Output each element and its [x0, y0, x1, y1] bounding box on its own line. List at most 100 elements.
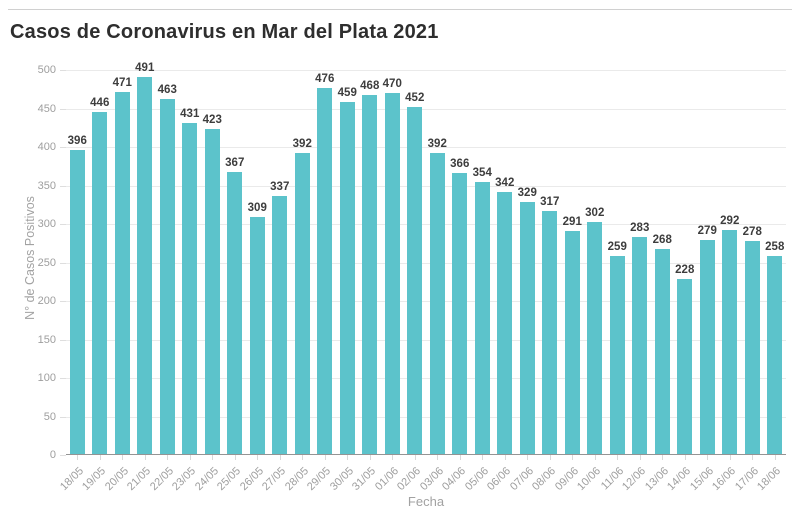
x-tick-label: 31/05: [350, 465, 379, 493]
x-tick-label: 19/05: [80, 465, 109, 493]
bar-value-label: 337: [270, 180, 290, 193]
x-tick-label: 30/05: [327, 465, 356, 493]
x-tick-label: 16/06: [710, 465, 739, 493]
bar-value-label: 354: [472, 167, 492, 180]
x-tick-mark: [144, 455, 146, 460]
bar-value-label: 446: [90, 96, 110, 109]
y-tick-mark: [60, 416, 66, 418]
x-tick-mark: [752, 455, 754, 460]
x-axis-line: [66, 454, 786, 455]
x-tick-label: 09/06: [552, 465, 581, 493]
y-tick-label: 250: [37, 256, 56, 269]
x-tick-label: 22/05: [147, 465, 176, 493]
bar: [339, 101, 355, 455]
bar-value-label: 392: [292, 138, 312, 151]
x-tick-mark: [234, 455, 236, 460]
x-tick-mark: [639, 455, 641, 460]
y-axis-ticks: 0 50 100 150 200 250 300 350 400 450 500: [0, 64, 66, 461]
x-tick-mark: [527, 455, 529, 460]
y-tick-mark: [60, 224, 66, 225]
y-tick-mark: [60, 455, 66, 456]
plot-area: 396 446 471 491 463 431 423 367 309 337 392 476 459 4…: [66, 62, 786, 460]
x-tick-mark: [167, 455, 169, 460]
x-tick-label: 07/06: [507, 465, 536, 493]
x-tick-label: 25/05: [215, 465, 244, 493]
gridline: [66, 108, 786, 110]
x-axis-title: Fecha: [407, 494, 445, 509]
gridline: [66, 416, 786, 418]
x-tick-mark: [594, 455, 596, 460]
x-tick-label: 05/06: [462, 465, 491, 493]
gridline: [66, 262, 786, 264]
gridline: [66, 224, 786, 225]
bar-value-label: 366: [450, 158, 470, 171]
x-tick-label: 21/05: [125, 465, 154, 493]
x-tick-label: 17/06: [732, 465, 761, 493]
bar: [519, 201, 535, 455]
gridline: [66, 339, 786, 341]
bar-value-label: 317: [540, 195, 560, 208]
x-tick-label: 18/06: [755, 465, 784, 493]
x-tick-label: 26/05: [237, 465, 266, 493]
x-tick-mark: [414, 455, 416, 460]
x-tick-label: 29/05: [305, 465, 334, 493]
bar-value-label: 283: [630, 222, 650, 235]
bar-value-label: 392: [427, 138, 447, 151]
x-tick-mark: [279, 455, 281, 460]
x-tick-mark: [729, 455, 731, 460]
x-tick-mark: [369, 455, 371, 460]
bar: [204, 129, 220, 455]
x-tick-label: 24/05: [192, 465, 221, 493]
x-tick-mark: [77, 455, 79, 460]
bar: [654, 248, 670, 455]
x-tick-label: 23/05: [170, 465, 199, 493]
bar: [452, 173, 468, 455]
bar: [587, 222, 603, 455]
bar: [429, 153, 445, 455]
x-tick-mark: [347, 455, 349, 460]
x-tick-label: 27/05: [260, 465, 289, 493]
x-tick-mark: [459, 455, 461, 460]
y-tick-mark: [60, 378, 66, 379]
bar: [272, 195, 288, 455]
x-tick-mark: [392, 455, 394, 460]
x-tick-label: 15/06: [687, 465, 716, 493]
y-tick-label: 100: [37, 372, 56, 384]
top-divider: [8, 9, 792, 10]
y-tick-label: 450: [37, 102, 56, 115]
gridline: [66, 301, 786, 302]
bar-value-label: 459: [337, 86, 357, 99]
y-tick-mark: [60, 147, 66, 148]
bar: [92, 111, 108, 455]
x-tick-mark: [504, 455, 506, 460]
x-tick-mark: [549, 455, 551, 460]
x-tick-label: 11/06: [598, 465, 626, 493]
bar: [317, 88, 333, 455]
bar-value-label: 471: [112, 77, 132, 90]
bar: [767, 256, 783, 455]
x-tick-label: 02/06: [395, 465, 424, 493]
x-tick-label: 20/05: [102, 465, 131, 493]
x-tick-mark: [684, 455, 686, 460]
bar: [384, 93, 400, 455]
x-tick-label: 01/06: [372, 465, 401, 493]
x-tick-label: 08/06: [530, 465, 559, 493]
x-tick-mark: [324, 455, 326, 460]
x-tick-mark: [189, 455, 191, 460]
bar-value-label: 470: [382, 78, 402, 91]
bar-value-label: 291: [562, 215, 582, 228]
bar: [632, 237, 648, 455]
gridline: [66, 147, 786, 148]
bar: [182, 123, 198, 455]
bar: [227, 172, 243, 455]
bar: [137, 76, 153, 455]
chart-title: Casos de Coronavirus en Mar del Plata 20…: [10, 21, 439, 43]
x-tick-label: 10/06: [575, 465, 604, 493]
x-tick-mark: [257, 455, 259, 460]
x-tick-label: 13/06: [642, 465, 671, 493]
bar-value-label: 309: [247, 202, 267, 215]
bar-value-label: 463: [157, 83, 177, 96]
bar-value-label: 342: [495, 176, 515, 189]
x-tick-mark: [437, 455, 439, 460]
